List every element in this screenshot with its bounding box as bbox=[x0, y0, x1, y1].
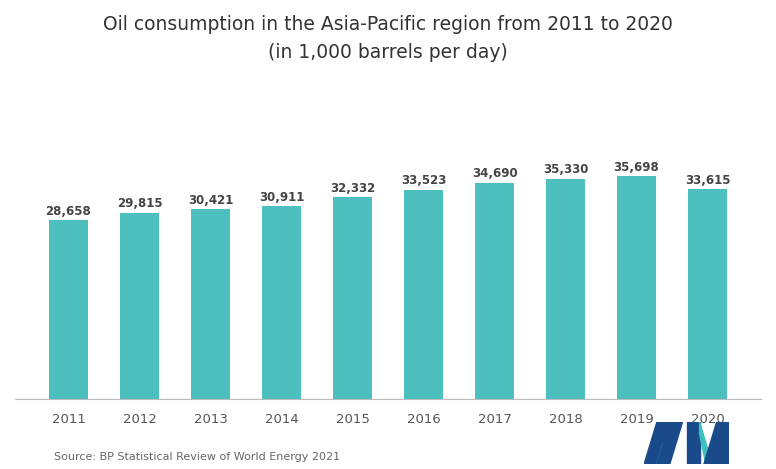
Text: 35,330: 35,330 bbox=[543, 163, 588, 176]
Text: 33,615: 33,615 bbox=[684, 174, 730, 187]
Text: 30,421: 30,421 bbox=[188, 194, 233, 207]
Bar bbox=[546, 179, 585, 399]
Bar bbox=[262, 206, 301, 399]
Polygon shape bbox=[656, 422, 683, 464]
Text: 33,523: 33,523 bbox=[401, 174, 446, 187]
Text: 29,815: 29,815 bbox=[116, 197, 162, 211]
Polygon shape bbox=[656, 443, 667, 464]
Bar bbox=[404, 190, 443, 399]
Text: 28,658: 28,658 bbox=[46, 204, 92, 218]
Bar bbox=[120, 213, 159, 399]
Bar bbox=[475, 182, 514, 399]
Text: Source: BP Statistical Review of World Energy 2021: Source: BP Statistical Review of World E… bbox=[54, 452, 341, 462]
Text: 30,911: 30,911 bbox=[258, 190, 304, 204]
Bar bbox=[617, 176, 656, 399]
Polygon shape bbox=[700, 422, 712, 464]
Title: Oil consumption in the Asia-Pacific region from 2011 to 2020
(in 1,000 barrels p: Oil consumption in the Asia-Pacific regi… bbox=[103, 15, 673, 62]
Bar bbox=[191, 209, 230, 399]
Polygon shape bbox=[644, 422, 670, 464]
Text: 32,332: 32,332 bbox=[330, 182, 375, 195]
Text: 35,698: 35,698 bbox=[614, 161, 660, 174]
Bar bbox=[688, 189, 727, 399]
Polygon shape bbox=[704, 422, 729, 464]
Bar bbox=[333, 197, 372, 399]
Bar bbox=[49, 220, 88, 399]
Polygon shape bbox=[687, 422, 700, 464]
Text: 34,690: 34,690 bbox=[472, 167, 518, 180]
